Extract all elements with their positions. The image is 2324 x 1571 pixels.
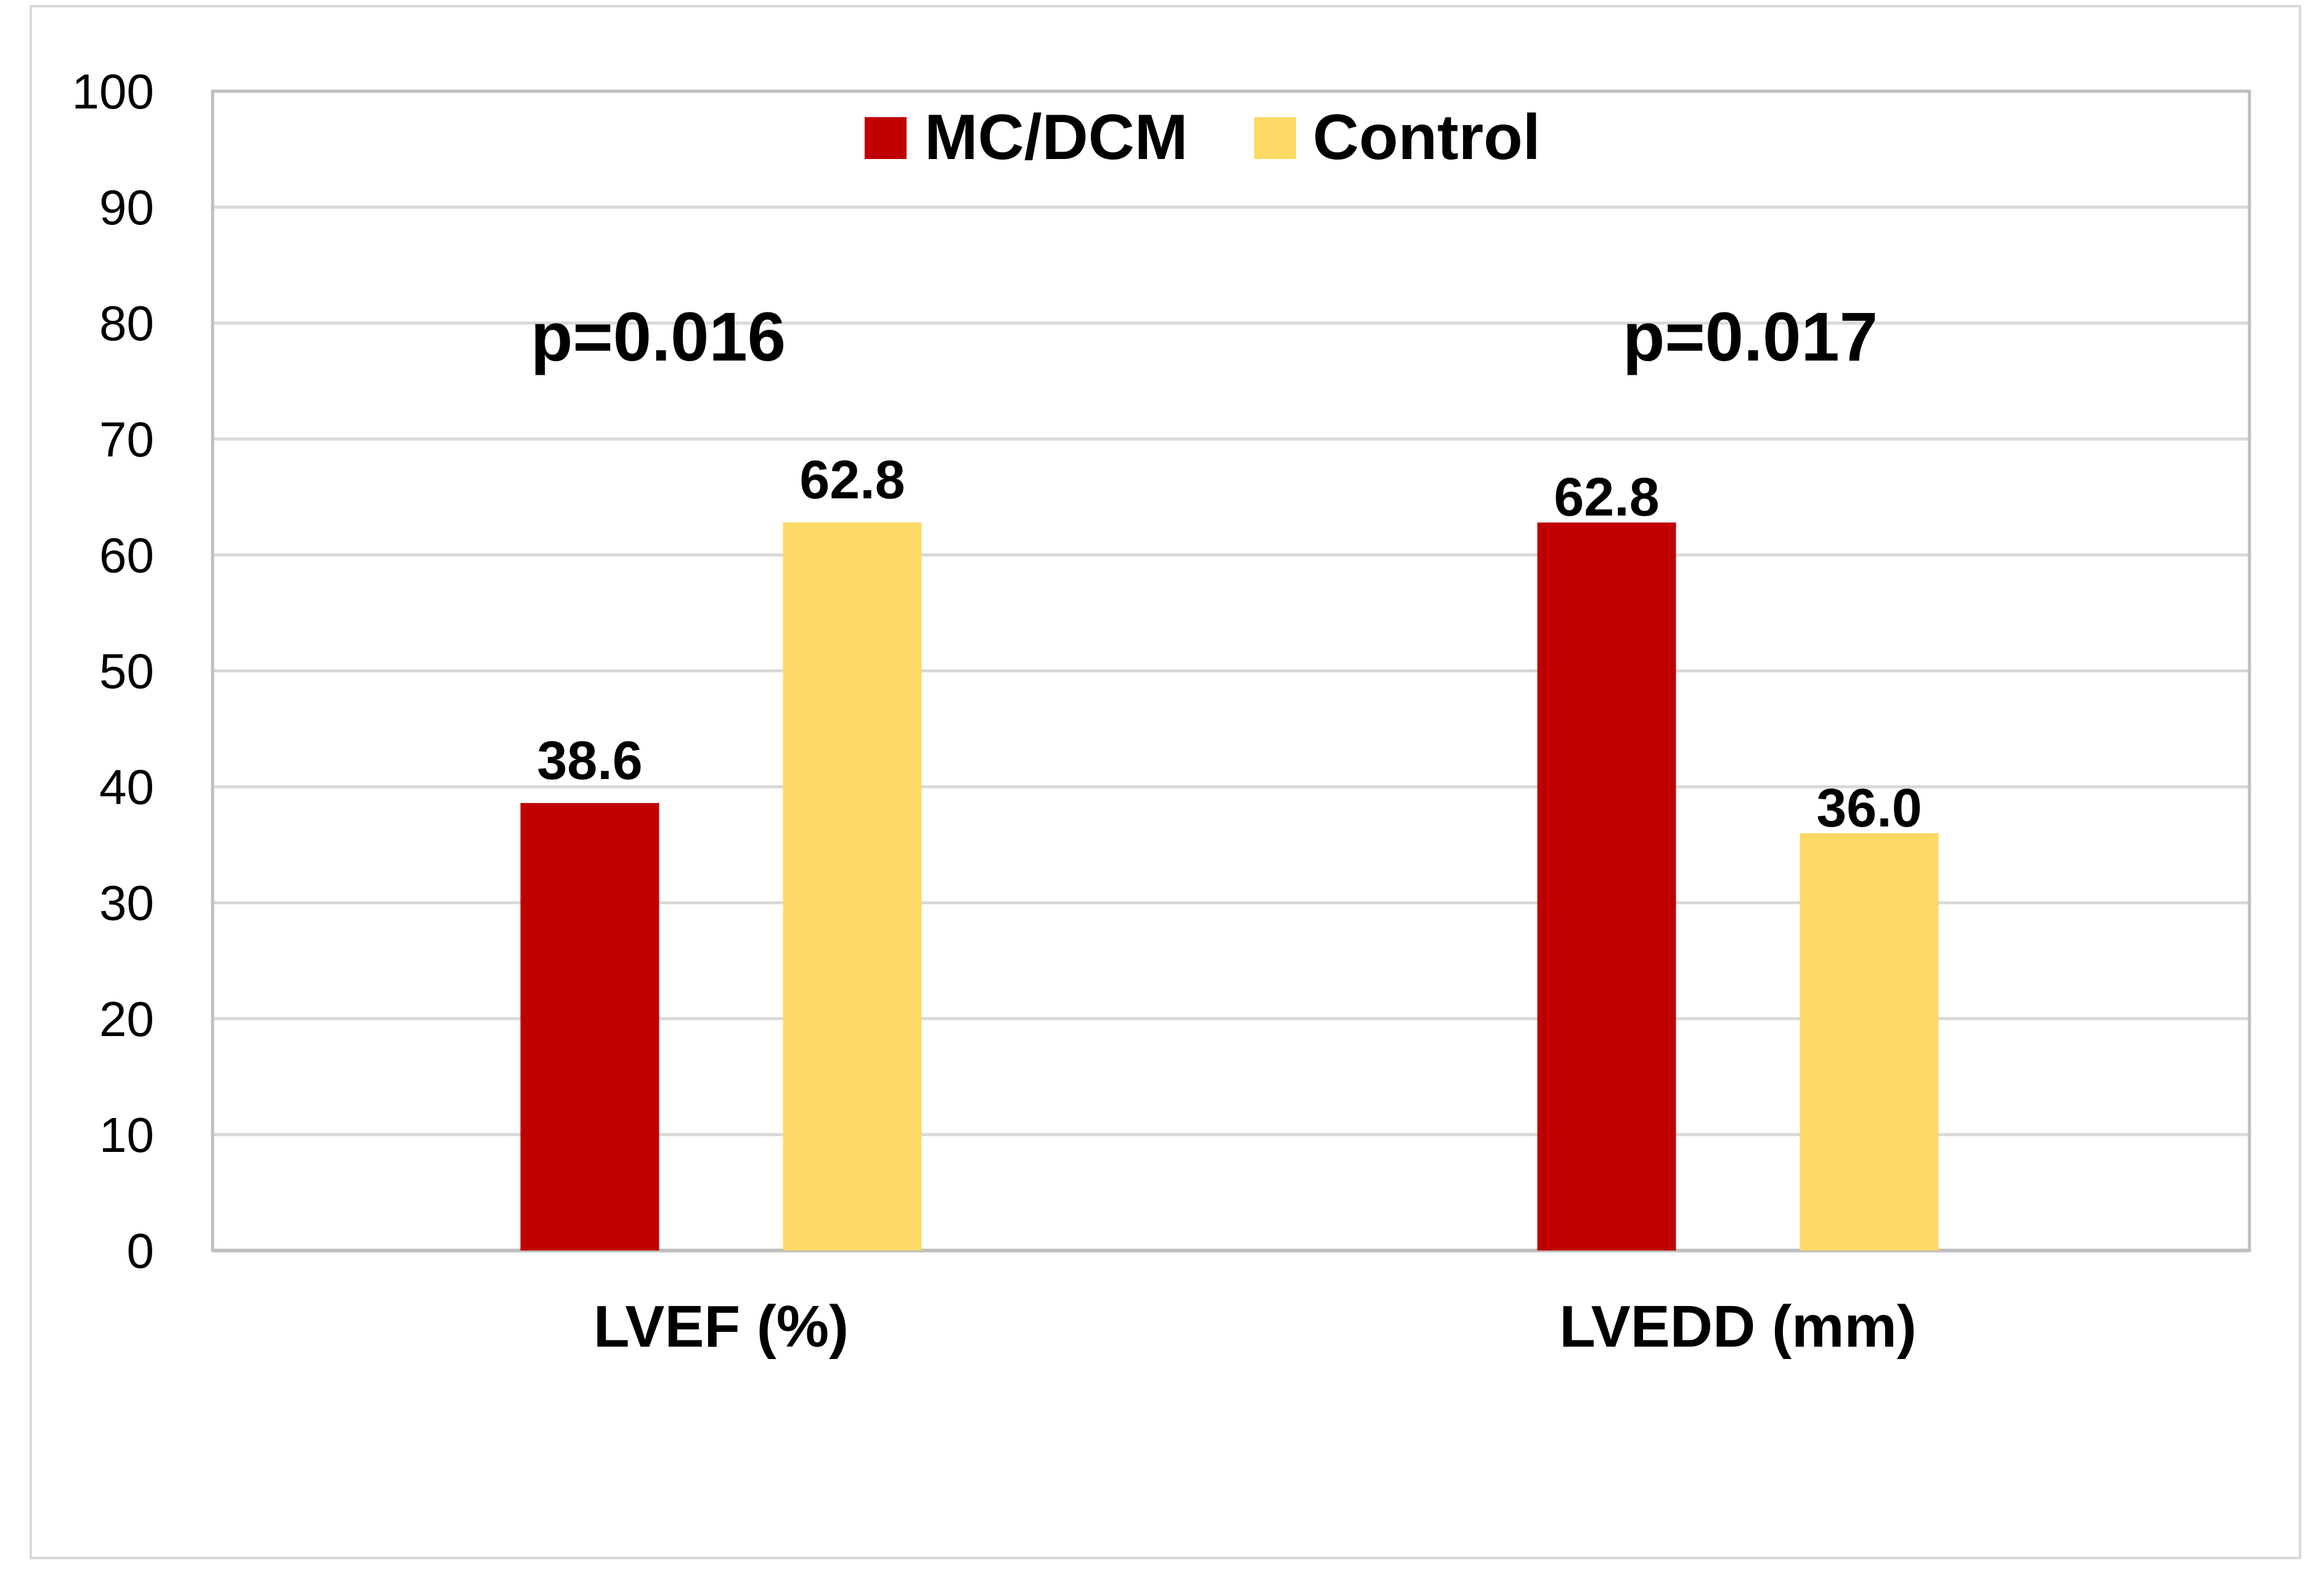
bars xyxy=(520,522,1939,1251)
y-tick-label-70: 70 xyxy=(99,412,154,467)
data-label-mc-dcm-0: 38.6 xyxy=(537,730,642,791)
bar-mc-dcm-0 xyxy=(520,802,659,1251)
y-tick-label-0: 0 xyxy=(127,1223,155,1278)
y-tick-label-10: 10 xyxy=(99,1108,154,1162)
y-tick-label-50: 50 xyxy=(99,644,154,699)
p-value-annotation-1: p=0.017 xyxy=(1623,298,1878,375)
y-tick-label-100: 100 xyxy=(72,64,154,119)
y-tick-label-40: 40 xyxy=(99,760,154,815)
legend-swatch-control xyxy=(1254,117,1296,159)
data-label-control-0: 62.8 xyxy=(799,449,905,510)
legend-label-control: Control xyxy=(1313,102,1541,173)
plot-area-border xyxy=(211,89,2251,1252)
gridlines xyxy=(213,205,2249,1252)
legend: MC/DCM Control xyxy=(865,102,1541,173)
x-axis-categories: LVEF (%) LVEDD (mm) xyxy=(593,1294,1917,1360)
chart-frame xyxy=(30,5,2301,1559)
y-tick-label-30: 30 xyxy=(99,876,154,931)
y-tick-label-60: 60 xyxy=(99,528,154,582)
y-tick-label-80: 80 xyxy=(99,296,154,351)
y-tick-label-20: 20 xyxy=(99,992,154,1047)
bar-control-1 xyxy=(1800,833,1939,1251)
category-label-0: LVEF (%) xyxy=(593,1294,849,1360)
legend-label-mc-dcm: MC/DCM xyxy=(924,102,1188,173)
p-value-annotations: p=0.016 p=0.017 xyxy=(531,298,1878,375)
data-label-control-1: 36.0 xyxy=(1816,777,1922,838)
category-label-1: LVEDD (mm) xyxy=(1559,1294,1917,1360)
p-value-annotation-0: p=0.016 xyxy=(531,298,786,375)
bar-mc-dcm-1 xyxy=(1537,522,1676,1251)
bar-control-0 xyxy=(783,522,922,1251)
y-tick-label-90: 90 xyxy=(99,180,154,235)
data-labels: 38.6 62.8 62.8 36.0 xyxy=(537,449,1922,838)
legend-swatch-mc-dcm xyxy=(865,117,907,159)
y-axis-ticks: 0 10 20 30 40 50 60 70 80 90 100 xyxy=(72,64,154,1278)
data-label-mc-dcm-1: 62.8 xyxy=(1554,467,1659,528)
